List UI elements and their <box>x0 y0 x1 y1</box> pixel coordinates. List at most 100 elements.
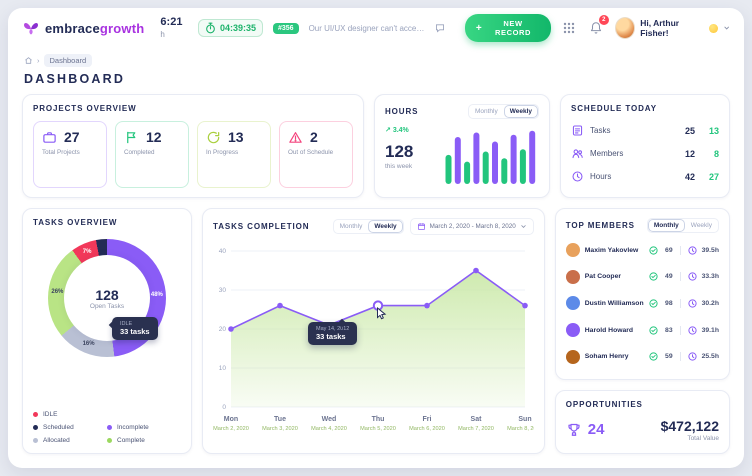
check-circle-icon <box>649 272 658 281</box>
legend-item-complete[interactable]: Complete <box>107 437 181 444</box>
stat-value: 2 <box>310 129 318 145</box>
donut-segment-label: 16% <box>82 341 95 348</box>
chat-icon[interactable] <box>435 23 445 33</box>
new-record-button[interactable]: + NEW RECORD <box>464 14 551 42</box>
member-name: Maxim Yakovlew <box>584 246 639 254</box>
ticket-badge[interactable]: #356 <box>273 22 299 34</box>
mouse-cursor-icon <box>376 306 387 325</box>
toggle-weekly[interactable]: Weekly <box>684 219 718 232</box>
apps-grid-button[interactable] <box>561 20 577 36</box>
member-row[interactable]: Pat Cooper 49 33.3h <box>565 269 719 284</box>
schedule-row-tasks[interactable]: Tasks 25 13 <box>571 124 719 137</box>
legend-item-idle[interactable]: IDLE <box>33 411 181 418</box>
member-tasks: 69 <box>665 246 673 254</box>
notice-text[interactable]: Our UI/UX designer can't access ... <box>308 23 425 33</box>
notifications-button[interactable]: 2 <box>587 15 609 37</box>
avatar <box>565 323 580 338</box>
date-range-picker[interactable]: March 2, 2020 - March 8, 2020 <box>409 218 534 235</box>
notification-badge: 2 <box>598 15 609 25</box>
member-name: Pat Cooper <box>584 273 622 281</box>
legend-item-incomplete[interactable]: Incomplete <box>107 424 181 431</box>
member-tasks: 49 <box>665 273 673 281</box>
app-window: embracegrowth 6:21 h 04:39:35 #356 Our U… <box>8 8 744 468</box>
logo-text: embracegrowth <box>45 20 145 36</box>
schedule-row-members[interactable]: Members 12 8 <box>571 147 719 160</box>
breadcrumb-separator: › <box>37 56 40 65</box>
member-tasks: 83 <box>665 326 673 334</box>
stat-completed[interactable]: 12 Completed <box>115 121 189 188</box>
schedule-total: 42 <box>684 171 695 182</box>
members-icon <box>572 149 583 159</box>
breadcrumb-item-dashboard[interactable]: Dashboard <box>43 54 93 67</box>
svg-text:March 6, 2020: March 6, 2020 <box>409 426 445 432</box>
legend-dot <box>33 425 38 430</box>
hours-card: HOURS Monthly Weekly ↗ 3.4% 128 this wee… <box>374 94 550 198</box>
clock-icon <box>688 299 697 308</box>
svg-text:March 2, 2020: March 2, 2020 <box>213 426 249 432</box>
member-hours: 39.5h <box>701 246 719 254</box>
timer-chip[interactable]: 04:39:35 <box>197 19 263 37</box>
user-greeting: Hi, Arthur Fisher! <box>640 18 680 38</box>
stat-in-progress[interactable]: 13 In Progress <box>197 121 271 188</box>
member-row[interactable]: Dustin Williamson 98 30.2h <box>565 296 719 311</box>
hours-caption: this week <box>385 163 413 170</box>
stat-total-projects[interactable]: 27 Total Projects <box>33 121 107 188</box>
work-time: 6:21 h <box>160 16 183 39</box>
schedule-row-hours[interactable]: Hours 42 27 <box>571 170 719 183</box>
svg-text:March 8, 2020: March 8, 2020 <box>507 426 534 432</box>
schedule-total: 25 <box>684 125 695 136</box>
logo[interactable]: embracegrowth <box>22 19 144 37</box>
schedule-done: 8 <box>713 148 719 159</box>
bell-icon <box>590 22 601 34</box>
stat-label: Total Projects <box>42 149 80 156</box>
legend-dot <box>107 438 112 443</box>
members-period-toggle: Monthly Weekly <box>646 218 719 233</box>
toggle-weekly[interactable]: Weekly <box>503 105 538 118</box>
svg-text:20: 20 <box>219 326 227 333</box>
timer-value: 04:39:35 <box>219 23 256 33</box>
member-row[interactable]: Harold Howard 83 39.1h <box>565 323 719 338</box>
svg-text:Sun: Sun <box>518 416 531 423</box>
svg-text:Wed: Wed <box>322 416 337 423</box>
completion-period-toggle: Monthly Weekly <box>332 219 404 234</box>
member-row[interactable]: Soham Henry 59 25.5h <box>565 349 719 364</box>
opportunities-caption: Total Value <box>687 434 719 442</box>
svg-text:March 4, 2020: March 4, 2020 <box>311 426 347 432</box>
schedule-done: 27 <box>708 171 719 182</box>
svg-text:March 3, 2020: March 3, 2020 <box>262 426 298 432</box>
toggle-monthly[interactable]: Monthly <box>647 219 685 232</box>
trend-indicator: ↗ 3.4% <box>385 127 409 134</box>
check-circle-icon <box>649 246 658 255</box>
notice-icons <box>435 23 445 33</box>
legend-item-allocated[interactable]: Allocated <box>33 437 107 444</box>
donut-legend: IDLE Scheduled Incomplete Allocated Comp… <box>33 403 181 444</box>
donut-tooltip: IDLE 33 tasks <box>112 317 158 340</box>
wave-emoji-icon <box>709 23 718 33</box>
schedule-total: 12 <box>684 148 695 159</box>
member-hours: 25.5h <box>701 353 719 361</box>
stat-out-of-schedule[interactable]: 2 Out of Schedule <box>279 121 353 188</box>
svg-text:40: 40 <box>219 248 227 255</box>
grid-icon <box>563 22 574 34</box>
top-members-card: TOP MEMBERS Monthly Weekly Maxim Yakovle… <box>554 208 730 380</box>
member-row[interactable]: Maxim Yakovlew 69 39.5h <box>565 243 719 258</box>
opportunities-card: OPPORTUNITIES 24 $472,122 Total Value <box>554 390 730 454</box>
toggle-monthly[interactable]: Monthly <box>468 105 504 118</box>
tasks-overview-card: TASKS OVERVIEW 128 Open Tasks 48% 16% 26% 7… <box>22 208 192 454</box>
svg-text:March 5, 2020: March 5, 2020 <box>360 426 396 432</box>
toggle-weekly[interactable]: Weekly <box>368 220 403 233</box>
trend-arrow-icon: ↗ <box>385 127 391 134</box>
history-clock-icon <box>572 171 583 182</box>
legend-item-scheduled[interactable]: Scheduled <box>33 424 107 431</box>
schedule-label: Members <box>590 149 624 158</box>
toggle-monthly[interactable]: Monthly <box>333 220 369 233</box>
schedule-label: Tasks <box>590 126 611 135</box>
user-menu[interactable]: Hi, Arthur Fisher! <box>614 17 730 39</box>
trophy-icon <box>568 423 580 436</box>
member-name: Dustin Williamson <box>584 299 644 307</box>
member-tasks: 98 <box>665 299 673 307</box>
legend-dot <box>33 438 38 443</box>
member-hours: 33.3h <box>701 273 719 281</box>
home-icon[interactable] <box>24 56 33 65</box>
svg-text:Mon: Mon <box>224 416 238 423</box>
